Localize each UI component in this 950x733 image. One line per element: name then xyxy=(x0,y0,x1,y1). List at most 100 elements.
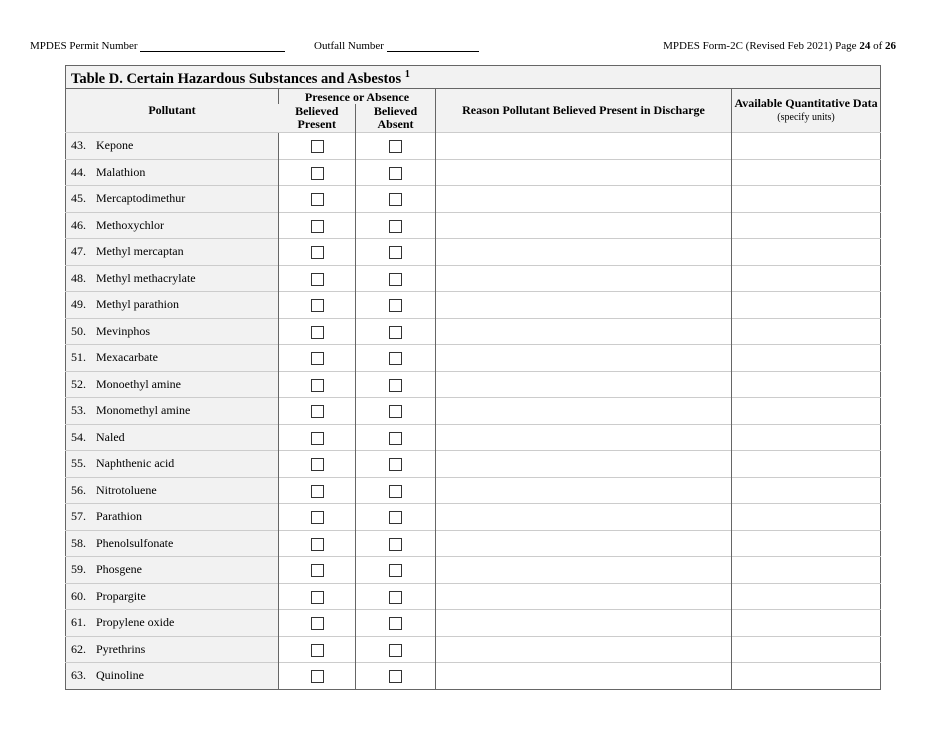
quantitative-data-input[interactable] xyxy=(730,317,881,345)
quantitative-data-input[interactable] xyxy=(730,158,881,186)
reason-input[interactable] xyxy=(435,450,732,477)
quantitative-data-input[interactable] xyxy=(730,635,881,663)
reason-input[interactable] xyxy=(435,503,732,530)
quantitative-data-input[interactable] xyxy=(730,582,881,610)
believed-present-checkbox[interactable] xyxy=(310,458,324,471)
believed-present-checkbox[interactable] xyxy=(310,590,324,604)
reason-input[interactable] xyxy=(435,344,732,371)
pollutant-name: 50. Mevinphos xyxy=(65,317,279,345)
believed-absent-checkbox[interactable] xyxy=(389,272,402,286)
pollutant-name: 62. Pyrethrins xyxy=(65,635,279,663)
believed-absent-checkbox[interactable] xyxy=(389,617,402,630)
believed-present-checkbox[interactable] xyxy=(310,405,324,418)
believed-present-checkbox[interactable] xyxy=(310,219,324,233)
reason-input[interactable] xyxy=(435,132,732,159)
reason-input[interactable] xyxy=(435,397,732,424)
quantitative-data-input[interactable] xyxy=(730,556,881,583)
believed-absent-checkbox[interactable] xyxy=(389,299,402,312)
reason-input[interactable] xyxy=(435,317,732,345)
quantitative-data-input[interactable] xyxy=(730,370,881,398)
believed-present-checkbox[interactable] xyxy=(310,643,324,657)
quantitative-data-input[interactable] xyxy=(730,185,881,212)
believed-present-checkbox[interactable] xyxy=(310,272,324,286)
believed-absent-checkbox[interactable] xyxy=(389,643,402,657)
reason-input[interactable] xyxy=(435,609,732,636)
quantitative-data-input[interactable] xyxy=(730,423,881,451)
believed-absent-checkbox[interactable] xyxy=(389,219,402,233)
permit-number-label: MPDES Permit Number xyxy=(30,40,138,52)
permit-number-field[interactable]: MPDES Permit Number xyxy=(30,40,286,52)
quantitative-data-input[interactable] xyxy=(730,238,881,265)
quantitative-data-input[interactable] xyxy=(730,264,881,292)
believed-absent-checkbox[interactable] xyxy=(389,670,402,683)
believed-absent-checkbox[interactable] xyxy=(389,325,402,339)
believed-present-checkbox[interactable] xyxy=(310,431,324,445)
believed-present-checkbox[interactable] xyxy=(310,193,324,206)
outfall-number-field[interactable]: Outfall Number xyxy=(314,40,479,52)
believed-present-checkbox[interactable] xyxy=(310,537,324,551)
col-reason: Reason Pollutant Believed Present in Dis… xyxy=(435,88,732,133)
reason-input[interactable] xyxy=(435,476,732,504)
quantitative-data-input[interactable] xyxy=(730,609,881,636)
quantitative-data-input[interactable] xyxy=(730,132,881,159)
believed-absent-checkbox[interactable] xyxy=(389,352,402,365)
quantitative-data-input[interactable] xyxy=(730,476,881,504)
reason-input[interactable] xyxy=(435,529,732,557)
pollutant-name: 44. Malathion xyxy=(65,158,279,186)
believed-absent-checkbox[interactable] xyxy=(389,166,402,180)
table-row: 56. Nitrotoluene xyxy=(65,476,881,504)
believed-present-checkbox[interactable] xyxy=(310,484,324,498)
believed-present-checkbox[interactable] xyxy=(310,166,324,180)
quantitative-data-input[interactable] xyxy=(730,503,881,530)
believed-present-checkbox[interactable] xyxy=(310,378,324,392)
believed-absent-checkbox[interactable] xyxy=(389,193,402,206)
believed-absent-checkbox[interactable] xyxy=(389,405,402,418)
believed-absent-checkbox[interactable] xyxy=(389,590,402,604)
believed-absent-checkbox[interactable] xyxy=(389,378,402,392)
believed-present-checkbox[interactable] xyxy=(310,140,324,153)
believed-absent-checkbox[interactable] xyxy=(389,458,402,471)
quantitative-data-input[interactable] xyxy=(730,344,881,371)
outfall-number-label: Outfall Number xyxy=(314,40,384,52)
reason-input[interactable] xyxy=(435,291,732,318)
reason-input[interactable] xyxy=(435,185,732,212)
believed-absent-checkbox[interactable] xyxy=(389,537,402,551)
believed-present-checkbox[interactable] xyxy=(310,325,324,339)
reason-input[interactable] xyxy=(435,635,732,663)
quantitative-data-input[interactable] xyxy=(730,397,881,424)
reason-input[interactable] xyxy=(435,423,732,451)
believed-present-checkbox[interactable] xyxy=(310,299,324,312)
reason-input[interactable] xyxy=(435,238,732,265)
reason-input[interactable] xyxy=(435,370,732,398)
believed-present-checkbox[interactable] xyxy=(310,670,324,683)
believed-present-checkbox[interactable] xyxy=(310,564,324,577)
believed-absent-checkbox[interactable] xyxy=(389,140,402,153)
reason-input[interactable] xyxy=(435,211,732,239)
quantitative-data-input[interactable] xyxy=(730,211,881,239)
believed-present-checkbox[interactable] xyxy=(310,511,324,524)
quantitative-data-input[interactable] xyxy=(730,450,881,477)
quantitative-data-input[interactable] xyxy=(730,662,881,689)
believed-present-checkbox[interactable] xyxy=(310,246,324,259)
believed-absent-checkbox[interactable] xyxy=(389,564,402,577)
table-title: Table D. Certain Hazardous Substances an… xyxy=(64,65,881,89)
reason-input[interactable] xyxy=(435,662,732,689)
believed-present-checkbox[interactable] xyxy=(310,352,324,365)
believed-absent-checkbox[interactable] xyxy=(389,484,402,498)
reason-input[interactable] xyxy=(435,158,732,186)
quantitative-data-input[interactable] xyxy=(730,291,881,318)
pollutant-name: 53. Monomethyl amine xyxy=(65,397,279,424)
believed-absent-checkbox[interactable] xyxy=(389,511,402,524)
quantitative-data-input[interactable] xyxy=(730,529,881,557)
reason-input[interactable] xyxy=(435,556,732,583)
believed-absent-checkbox[interactable] xyxy=(389,431,402,445)
pollutant-name: 57. Parathion xyxy=(65,503,279,530)
believed-absent-checkbox[interactable] xyxy=(389,246,402,259)
table-row: 58. Phenolsulfonate xyxy=(65,529,881,557)
reason-input[interactable] xyxy=(435,264,732,292)
table-row: 50. Mevinphos xyxy=(65,317,881,345)
table-row: 55. Naphthenic acid xyxy=(65,450,881,477)
reason-input[interactable] xyxy=(435,582,732,610)
believed-present-checkbox[interactable] xyxy=(310,617,324,630)
